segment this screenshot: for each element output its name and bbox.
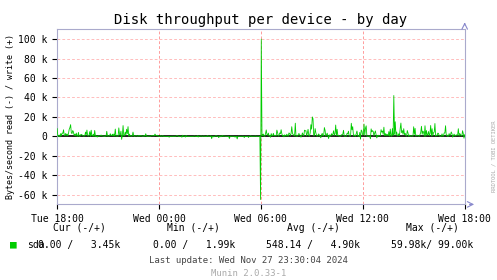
Text: Cur (-/+): Cur (-/+)	[53, 223, 106, 233]
Text: Avg (-/+): Avg (-/+)	[287, 223, 339, 233]
Text: Munin 2.0.33-1: Munin 2.0.33-1	[211, 269, 286, 278]
Title: Disk throughput per device - by day: Disk throughput per device - by day	[114, 13, 408, 27]
Text: 0.00 /   1.99k: 0.00 / 1.99k	[153, 240, 235, 250]
Text: ■: ■	[10, 240, 17, 250]
Text: 0.00 /   3.45k: 0.00 / 3.45k	[38, 240, 121, 250]
Text: 59.98k/ 99.00k: 59.98k/ 99.00k	[391, 240, 474, 250]
Text: RRDTOOL / TOBI OETIKER: RRDTOOL / TOBI OETIKER	[491, 120, 496, 192]
Text: Min (-/+): Min (-/+)	[167, 223, 220, 233]
Text: 548.14 /   4.90k: 548.14 / 4.90k	[266, 240, 360, 250]
Text: sda: sda	[27, 240, 45, 250]
Y-axis label: Bytes/second read (-) / write (+): Bytes/second read (-) / write (+)	[6, 34, 15, 199]
Text: Last update: Wed Nov 27 23:30:04 2024: Last update: Wed Nov 27 23:30:04 2024	[149, 256, 348, 265]
Text: Max (-/+): Max (-/+)	[406, 223, 459, 233]
